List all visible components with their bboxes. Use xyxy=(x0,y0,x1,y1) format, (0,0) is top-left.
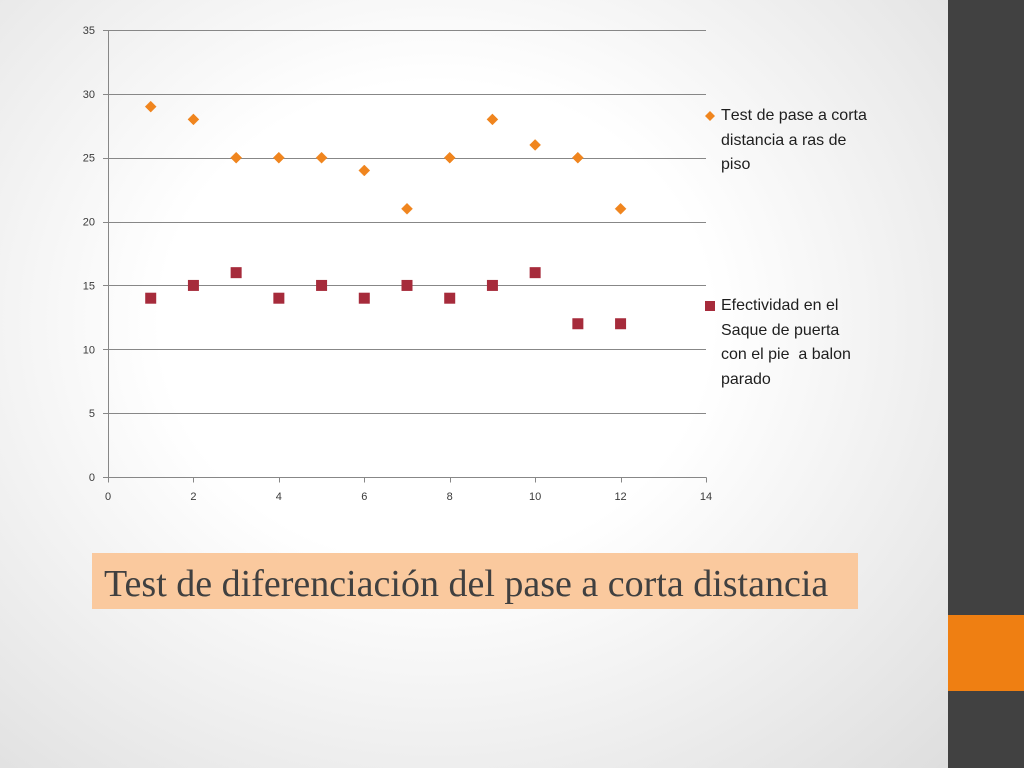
sidebar-strip xyxy=(948,0,1024,768)
x-tick-label: 12 xyxy=(614,491,626,503)
y-tick-label: 30 xyxy=(83,89,95,101)
scatter-chart: 0 5 10 15 20 25 30 35 0 2 4 6 8 10 12 14 xyxy=(83,25,712,503)
series-2-point xyxy=(529,267,541,279)
legend-square-shape xyxy=(705,301,715,311)
series-1-point xyxy=(144,100,157,113)
legend-marker-square xyxy=(705,301,715,311)
series-1-point xyxy=(358,164,371,177)
series-2-markers xyxy=(145,267,627,330)
y-tick-label: 35 xyxy=(83,25,95,37)
x-tick-label: 10 xyxy=(529,491,541,503)
series-2-point xyxy=(401,279,413,291)
series-2-point xyxy=(358,292,370,304)
slide-title-box: Test de diferenciación del pase a corta … xyxy=(92,553,858,609)
series-2-point xyxy=(444,292,456,304)
series-1-point xyxy=(614,202,627,215)
gridlines xyxy=(108,30,706,478)
series-1-point xyxy=(529,139,541,151)
series-1-point xyxy=(401,202,413,215)
series-1-point xyxy=(443,151,456,164)
series-1-point xyxy=(572,151,584,164)
series-2-point xyxy=(273,292,285,304)
y-tick-label: 5 xyxy=(89,408,95,420)
legend-marker-diamond xyxy=(705,111,715,121)
legend-label: Efectividad en el Saque de puerta con el… xyxy=(721,297,856,388)
series-2-point xyxy=(316,279,328,291)
tick-labels: 0 5 10 15 20 25 30 35 0 2 4 6 8 10 12 14 xyxy=(83,25,712,503)
x-tick-label: 4 xyxy=(276,491,282,503)
x-tick-label: 2 xyxy=(190,491,196,503)
series-1-point xyxy=(315,151,328,164)
legend-entry: Test de pase a corta distancia a ras de … xyxy=(703,104,903,180)
slide: 0 5 10 15 20 25 30 35 0 2 4 6 8 10 12 14 Test de pase a… xyxy=(0,0,948,768)
series-2-point xyxy=(615,318,627,330)
x-tick-label: 14 xyxy=(700,491,712,503)
series-1-point xyxy=(230,151,242,164)
y-tick-label: 15 xyxy=(83,280,95,292)
y-tick-label: 10 xyxy=(83,344,95,356)
series-1-point xyxy=(486,113,499,126)
chart-legend: Test de pase a corta distancia a ras de … xyxy=(703,104,903,404)
x-tick-label: 8 xyxy=(447,491,453,503)
legend-label: Test de pase a corta distancia a ras de … xyxy=(721,107,872,173)
series-1-point xyxy=(187,113,200,126)
y-tick-label: 20 xyxy=(83,217,95,229)
series-1-point xyxy=(273,151,285,164)
series-2-point xyxy=(230,267,242,279)
x-tick-label: 6 xyxy=(361,491,367,503)
y-tick-label: 0 xyxy=(89,472,95,484)
series-1-markers xyxy=(144,100,627,215)
legend-entry: Efectividad en el Saque de puerta con el… xyxy=(703,294,903,394)
legend-diamond-shape xyxy=(705,111,715,121)
y-tick-label: 25 xyxy=(83,153,95,165)
axes xyxy=(103,30,707,483)
sidebar-accent-block xyxy=(948,615,1024,691)
x-tick-label: 0 xyxy=(105,491,111,503)
series-2-point xyxy=(145,292,157,304)
series-2-point xyxy=(572,318,584,330)
series-2-point xyxy=(187,279,199,291)
series-2-point xyxy=(486,279,498,291)
slide-title: Test de diferenciación del pase a corta … xyxy=(104,563,829,605)
